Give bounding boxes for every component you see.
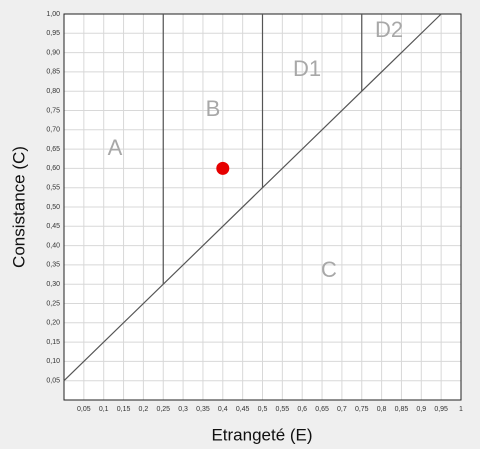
x-tick-label: 0,35	[196, 406, 210, 413]
y-tick-label: 0,55	[46, 185, 60, 192]
y-axis-label: Consistance (C)	[9, 146, 28, 268]
x-tick-label: 0,65	[315, 406, 329, 413]
y-tick-label: 0,20	[46, 320, 60, 327]
x-tick-label: 0,4	[218, 406, 228, 413]
region-label: A	[108, 135, 123, 160]
x-tick-label: 0,85	[395, 406, 409, 413]
y-tick-label: 0,90	[46, 49, 60, 56]
y-tick-label: 0,45	[46, 223, 60, 230]
y-tick-label: 0,65	[46, 146, 60, 153]
x-tick-label: 1	[459, 406, 463, 413]
x-tick-label: 0,6	[297, 406, 307, 413]
x-tick-label: 0,5	[258, 406, 268, 413]
y-tick-label: 0,95	[46, 30, 60, 37]
y-tick-label: 0,25	[46, 300, 60, 307]
boundary-line	[63, 13, 442, 382]
x-tick-label: 0,15	[117, 406, 131, 413]
x-tick-label: 0,2	[139, 406, 149, 413]
y-tick-label: 0,70	[46, 127, 60, 134]
y-tick-label: 1,00	[46, 11, 60, 18]
x-axis-label: Etrangeté (E)	[211, 425, 312, 444]
x-tick-label: 0,25	[156, 406, 170, 413]
x-tick-label: 0,45	[236, 406, 250, 413]
y-tick-label: 0,50	[46, 204, 60, 211]
region-label: B	[206, 96, 221, 121]
x-tick-label: 0,75	[355, 406, 369, 413]
x-tick-label: 0,1	[99, 406, 109, 413]
y-tick-label: 0,75	[46, 107, 60, 114]
x-tick-label: 0,55	[276, 406, 290, 413]
x-tick-label: 0,9	[416, 406, 426, 413]
x-tick-label: 0,7	[337, 406, 347, 413]
y-tick-label: 0,15	[46, 339, 60, 346]
y-tick-label: 0,80	[46, 88, 60, 95]
y-tick-label: 0,35	[46, 262, 60, 269]
y-tick-label: 0,10	[46, 358, 60, 365]
y-tick-label: 0,30	[46, 281, 60, 288]
x-tick-label: 0,8	[377, 406, 387, 413]
region-label: C	[321, 257, 337, 282]
x-tick-label: 0,95	[434, 406, 448, 413]
x-tick-label: 0,3	[178, 406, 188, 413]
region-label: D2	[375, 17, 403, 42]
x-tick-label: 0,05	[77, 406, 91, 413]
y-tick-label: 0,05	[46, 378, 60, 385]
region-label: D1	[293, 56, 321, 81]
y-tick-label: 0,40	[46, 242, 60, 249]
y-tick-label: 0,60	[46, 165, 60, 172]
y-tick-label: 0,85	[46, 69, 60, 76]
data-point	[216, 161, 230, 175]
